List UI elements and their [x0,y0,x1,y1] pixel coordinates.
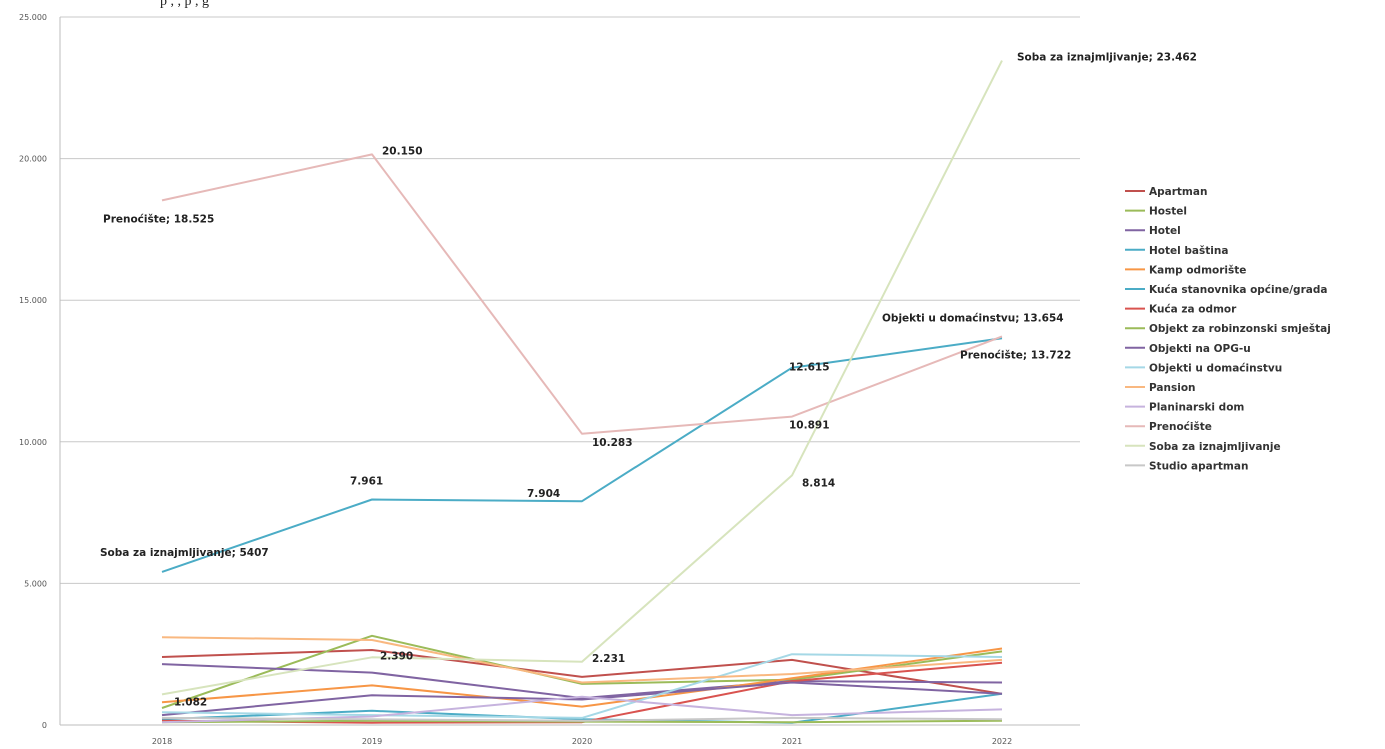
data-label: 7.961 [350,476,383,488]
data-label: 8.814 [802,477,835,489]
data-label: 2.390 [380,650,413,662]
data-label: 12.615 [789,362,830,374]
legend-entry: Soba za iznajmljivanje [1149,441,1281,453]
gridlines [60,16,1080,584]
series-line [161,716,1003,722]
x-axis: 2018 2019 2020 2021 2022 [60,724,1080,746]
y-tick-label: 15.000 [19,296,47,305]
legend-entry: Kuća stanovnika općine/grada [1149,284,1327,296]
series-line [161,337,1003,573]
data-label: Prenoćište; 13.722 [960,349,1071,361]
y-tick-label: 5.000 [24,579,47,588]
y-axis: 0 5.000 10.000 15.000 20.000 25.000 [19,13,61,730]
legend-entry: Prenoćište [1149,421,1212,433]
legend-entry: Objekt za robinzonski smještaj [1149,323,1331,335]
data-label: 10.283 [592,437,633,449]
series-line [161,681,1003,717]
data-label: Soba za iznajmljivanje; 5407 [100,547,269,559]
legend-entry: Objekti na OPG-u [1149,343,1251,355]
legend-entry: Kuća za odmor [1149,304,1237,316]
data-label: 2.231 [592,653,625,665]
data-labels: Prenoćište; 18.525 20.150 10.283 10.891 Pren… [100,52,1197,709]
legend-entry: Apartman [1149,186,1207,198]
x-tick-label: 2021 [782,737,802,746]
x-tick-label: 2018 [152,737,172,746]
legend-entry: Hotel baština [1149,245,1228,257]
y-tick-label: 10.000 [19,438,47,447]
legend-entry: Pansion [1149,382,1196,394]
legend: Apartman Hostel Hotel Hotel baština Kamp odm… [1125,186,1331,472]
series-lines [161,60,1003,724]
x-tick-label: 2020 [572,737,592,746]
series-line [161,636,1003,684]
cropped-caption-text: p , , p , g [160,0,209,9]
y-tick-label: 20.000 [19,155,47,164]
x-tick-label: 2022 [992,737,1012,746]
y-tick-label: 25.000 [19,13,47,22]
x-tick-label: 2019 [362,737,382,746]
legend-entry: Hostel [1149,206,1187,218]
series-line [161,60,1003,696]
legend-entry: Hotel [1149,225,1181,237]
legend-entry: Objekti u domaćinstvu [1149,362,1282,374]
data-label: Prenoćište; 18.525 [103,213,214,225]
data-label: 10.891 [789,420,830,432]
series-line [161,653,1003,719]
data-label: 20.150 [382,145,423,157]
legend-entry: Planinarski dom [1149,402,1244,414]
y-tick-label: 0 [42,721,47,730]
legend-entry: Kamp odmorište [1149,264,1246,276]
data-label: Objekti u domaćinstvu; 13.654 [882,312,1064,324]
series-line [161,153,1003,435]
data-label: 1.082 [174,696,207,708]
legend-entry: Studio apartman [1149,460,1248,472]
data-label: 7.904 [527,488,560,500]
data-label: Soba za iznajmljivanje; 23.462 [1017,52,1197,64]
